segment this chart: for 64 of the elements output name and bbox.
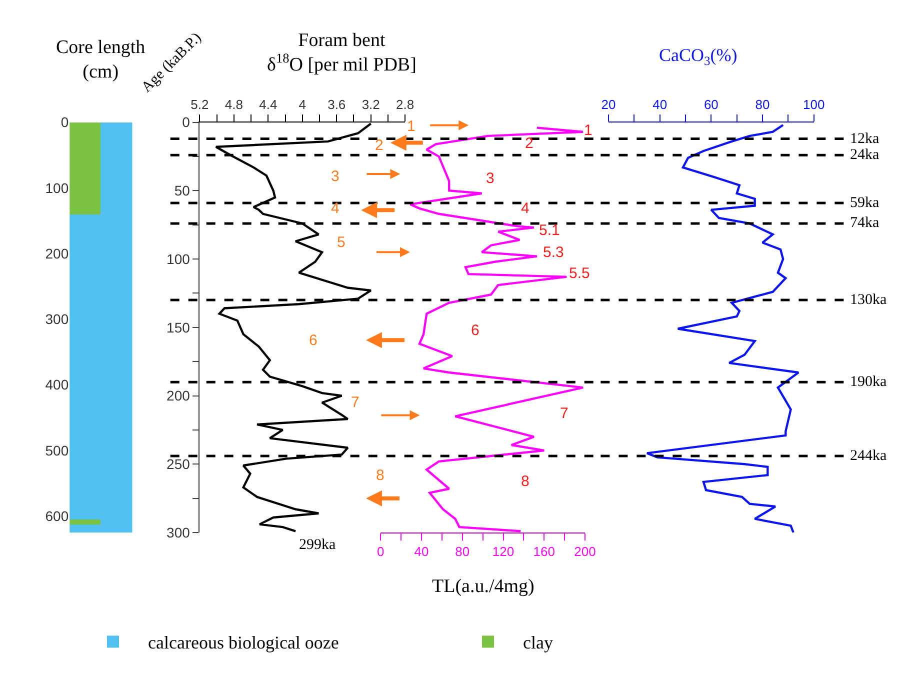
y-tick-label: 0 (60, 114, 69, 130)
y-tick-label: 300 (166, 524, 190, 540)
x-tick-label: 4.8 (224, 97, 243, 112)
annotation: 1 (407, 118, 416, 135)
ref-line-label: 190ka (850, 374, 887, 390)
x-tick-label: 80 (455, 544, 470, 560)
legend-label: calcareous biological ooze (148, 632, 339, 653)
annotation: 7 (560, 405, 568, 422)
annotation: 5 (337, 234, 346, 251)
annotation: 6 (309, 332, 318, 349)
ref-line-label: 24ka (850, 147, 880, 163)
annotation: 3 (486, 170, 494, 187)
ref-line-label: 74ka (850, 215, 880, 231)
x-tick-label: 160 (533, 544, 555, 560)
x-tick-label: 200 (574, 544, 596, 560)
x-tick-label: 100 (803, 97, 825, 112)
annotation: 5.1 (539, 222, 560, 239)
ref-line-label: 12ka (850, 131, 880, 147)
annotation: 5.3 (543, 244, 564, 261)
legend-label: clay (523, 632, 553, 653)
y-tick-label: 200 (166, 388, 190, 404)
y-tick-label: 150 (166, 319, 190, 336)
y-tick-label: 0 (182, 114, 190, 130)
y-tick-label: 100 (45, 180, 69, 196)
y-tick-label: 300 (45, 311, 69, 328)
x-tick-label: 2.8 (396, 97, 414, 112)
annotation: 3 (331, 168, 340, 185)
ref-line-label: 59ka (850, 195, 880, 211)
x-tick-label: 40 (652, 97, 668, 112)
chart-title: Core length (cm) (56, 37, 146, 83)
ref-line-label: 130ka (850, 292, 887, 308)
y-tick-label: 100 (166, 250, 190, 267)
y-tick-label: 50 (174, 182, 190, 199)
annotation: 4 (331, 200, 340, 217)
y-tick-label: 400 (45, 376, 69, 393)
x-axis-title: Foram bent δ$^{18}$O [per mil PDB] (267, 30, 416, 76)
y-tick-label: 600 (45, 508, 69, 524)
y-tick-label: 250 (166, 456, 190, 472)
annotation: 1 (584, 122, 592, 139)
x-tick-label: 80 (755, 97, 770, 112)
annotation: 5.5 (569, 265, 590, 282)
annotation: 4 (521, 200, 530, 217)
x-tick-label: 20 (601, 97, 616, 112)
x-tick-label: 60 (704, 97, 718, 112)
x-tick-label: 4.4 (259, 97, 278, 112)
annotation: 7 (351, 394, 360, 411)
x-tick-label: 3.6 (328, 97, 346, 112)
x-tick-label: 40 (414, 544, 429, 560)
x-axis-title: TL(a.u./4mg) (432, 576, 534, 597)
x-tick-label: 120 (492, 544, 514, 560)
annotation: 2 (375, 137, 384, 154)
x-axis-title: CaCO$_{3}$(%) (659, 45, 738, 68)
ref-line-label: 244ka (850, 448, 887, 464)
annotation: 6 (471, 322, 480, 339)
x-tick-label: 5.2 (190, 97, 209, 112)
x-tick-label: 4 (298, 97, 306, 112)
annotation: 8 (521, 473, 530, 490)
annotation: 2 (525, 135, 534, 152)
x-tick-label: 3.2 (362, 97, 380, 112)
y-tick-label: 500 (45, 442, 69, 458)
x-tick-label: 0 (377, 544, 384, 560)
text: 299ka (299, 537, 336, 553)
y-tick-label: 200 (45, 245, 69, 262)
annotation: 8 (376, 467, 384, 484)
